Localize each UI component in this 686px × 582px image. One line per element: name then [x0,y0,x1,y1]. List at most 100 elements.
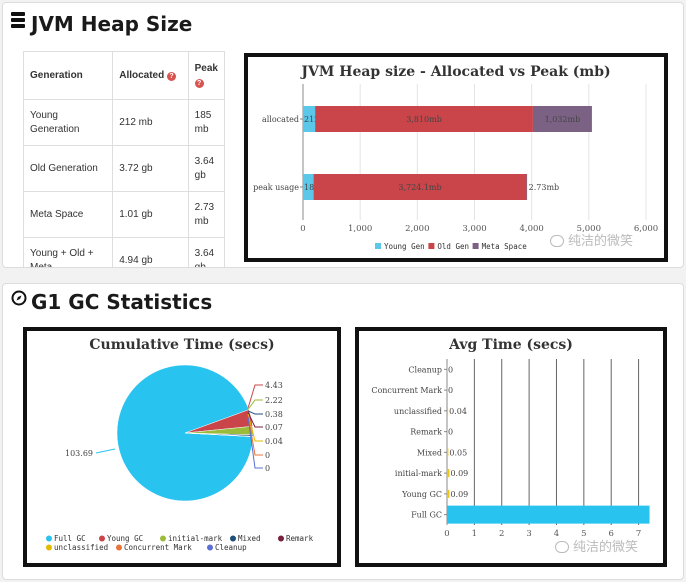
x-tick-label: 5,000 [577,224,601,234]
category-label: Mixed [417,448,442,457]
category-label: allocated [262,115,299,124]
legend-swatch [472,243,479,249]
x-tick-label: 4,000 [519,224,543,234]
bar [447,448,449,457]
x-tick-label: 1,000 [348,224,372,234]
avg-chart-svg: 0 1 2 3 4 5 6 7 Cleanup 0 Concurrent Mark 0 unclassi… [371,359,650,539]
chart-title: Avg Time (secs) [449,337,573,353]
bar [447,469,450,478]
x-tick-label: 3 [526,529,531,539]
cell-generation: Old Generation [22,145,114,192]
chat-bubble-icon [550,235,564,247]
legend-label: Concurrent Mark [124,543,192,552]
col-header-peak-label: Peak [194,62,218,74]
legend-label: Remark [286,534,314,543]
pie-data-label: 4.43 [265,381,283,390]
x-tick-label: 2 [499,529,504,539]
pie-data-label: 2.22 [265,396,283,405]
category-label: Cleanup [408,365,442,374]
watermark: 纯洁的微笑 [550,230,633,249]
chat-bubble-icon [555,541,569,553]
bar [447,489,450,498]
cell-allocated: 1.01 gb [112,191,189,238]
pie-data-label: 0.38 [265,410,283,419]
bar-segment [532,106,592,132]
pie-leader-line [247,399,263,410]
pie-leader-line [247,417,263,469]
watermark-text: 纯洁的微笑 [573,540,639,555]
category-label: Concurrent Mark [371,386,442,395]
legend-swatch [46,544,52,551]
col-header-allocated-label: Allocated [119,69,165,81]
bar-data-label: 0 [448,386,453,395]
x-tick-label: 7 [636,529,641,539]
chart-title: JVM Heap size - Allocated vs Peak (mb) [301,64,611,80]
pie-slice [116,364,254,502]
heap-section-header: JVM Heap Size [11,12,192,36]
pie-leader-line [247,410,263,415]
legend-label: Young GC [107,534,143,543]
bar [447,406,449,415]
compass-icon [11,290,27,310]
cell-peak: 3.64 gb [187,145,226,192]
pie-data-label: 0.04 [265,437,283,446]
chart-title: Cumulative Time (secs) [89,337,275,353]
heap-table: Generation Allocated ? Peak? Young Gener… [22,51,226,267]
x-tick-label: 1 [472,529,477,539]
legend-label: Mixed [238,534,261,543]
cell-generation: Young + Old + Meta [22,237,114,267]
pie-leader-line [95,448,116,454]
bar-data-label: 0.04 [449,407,467,416]
legend-label: Meta Space [482,242,528,251]
legend-label: initial-mark [168,534,223,543]
database-icon [11,12,25,32]
cell-peak: 3.64 gb [187,237,226,267]
table-row: Meta Space 1.01 gb 2.73 mb [22,191,226,238]
cell-allocated: 4.94 gb [112,237,189,267]
category-label: Remark [410,428,442,437]
bar-segment [526,174,528,200]
cumulative-time-chart: Cumulative Time (secs) 103.69 4.43 2.22 0.3… [23,327,341,567]
help-icon[interactable]: ? [194,78,204,88]
x-tick-label: 4 [554,529,559,539]
col-header-generation: Generation [22,51,114,100]
pie-data-label: 0.07 [265,423,283,432]
legend-label: Cleanup [215,543,247,552]
pie-leader-line [247,384,263,408]
legend-swatch [375,243,381,249]
cell-allocated: 212 mb [112,99,189,146]
pie-data-label: 103.69 [65,449,93,458]
heap-section-title: JVM Heap Size [31,12,193,36]
bar [447,386,448,395]
cell-allocated: 3.72 gb [112,145,189,192]
x-tick-label: 2,000 [405,224,429,234]
category-label: Full GC [411,511,442,520]
bar [447,505,650,524]
category-label: unclassified [394,407,442,416]
x-tick-label: 0 [444,529,449,539]
table-row: Young Generation 212 mb 185 mb [22,99,226,146]
heap-table-container[interactable]: Generation Allocated ? Peak? Young Gener… [3,3,243,267]
gc-section-title: G1 GC Statistics [31,290,213,314]
cell-generation: Meta Space [22,191,114,238]
legend-swatch [46,535,52,542]
col-header-peak: Peak? [187,51,226,100]
legend-label: Young Gen [384,242,425,251]
legend-swatch [160,535,166,542]
bar-segment [303,174,314,200]
bar-segment [313,174,527,200]
legend-swatch [99,535,105,542]
help-icon[interactable]: ? [167,71,177,81]
legend-label: Old Gen [437,242,469,251]
heap-chart-svg: 0 1,000 2,000 3,000 4,000 5,000 6,000 allocated… [253,84,658,251]
category-label: Young GC [401,490,442,499]
bar-data-label: 2.73mb [529,183,560,192]
g1-gc-panel: G1 GC Statistics Cumulative Time (secs) … [2,283,684,580]
pie-leader-line [247,412,263,428]
watermark-text: 纯洁的微笑 [568,234,634,249]
bar-data-label: 1,032mb [545,115,581,124]
bar-segment [315,106,533,132]
x-tick-label: 6 [608,529,613,539]
pie-leader-line [247,414,263,442]
bar-data-label: 3,810mb [406,115,442,124]
